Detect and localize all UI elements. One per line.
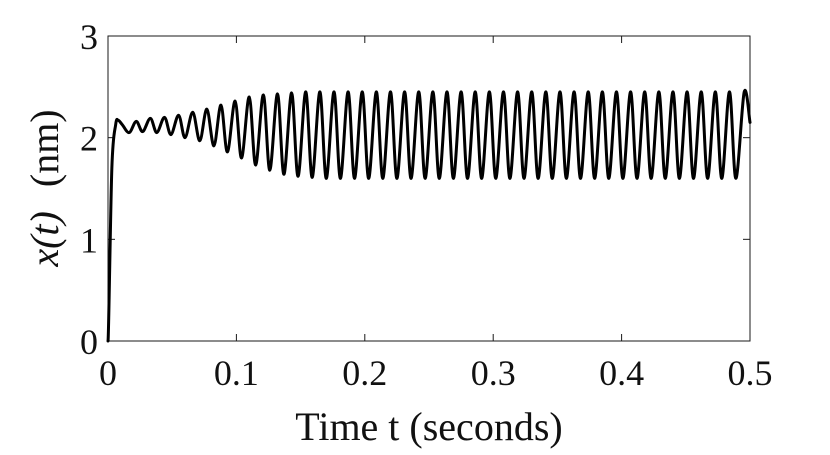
- x-tick-label: 0: [99, 353, 117, 393]
- y-ticks: 0 1 2 3: [80, 17, 750, 362]
- y-tick-label: 1: [80, 220, 98, 260]
- x-tick-label: 0.4: [599, 353, 644, 393]
- x-axis-label: Time t (seconds): [295, 404, 562, 449]
- y-axis-label: x(t) (nm): [22, 109, 67, 267]
- x-tick-label: 0.5: [728, 353, 773, 393]
- y-tick-label: 3: [80, 17, 98, 57]
- x-tick-label: 0.3: [471, 353, 516, 393]
- y-axis-label-group: x(t) (nm): [22, 109, 67, 267]
- y-axis-label-math: x(t): [22, 211, 67, 268]
- y-tick-label: 2: [80, 119, 98, 159]
- plot-area: [107, 35, 751, 342]
- x-tick-label: 0.1: [214, 353, 259, 393]
- x-ticks: 0 0.1 0.2 0.3 0.4 0.5: [99, 36, 773, 393]
- x-tick-label: 0.2: [342, 353, 387, 393]
- y-axis-label-unit: (nm): [22, 109, 67, 187]
- series-line: [106, 88, 752, 343]
- y-tick-label: 0: [80, 322, 98, 362]
